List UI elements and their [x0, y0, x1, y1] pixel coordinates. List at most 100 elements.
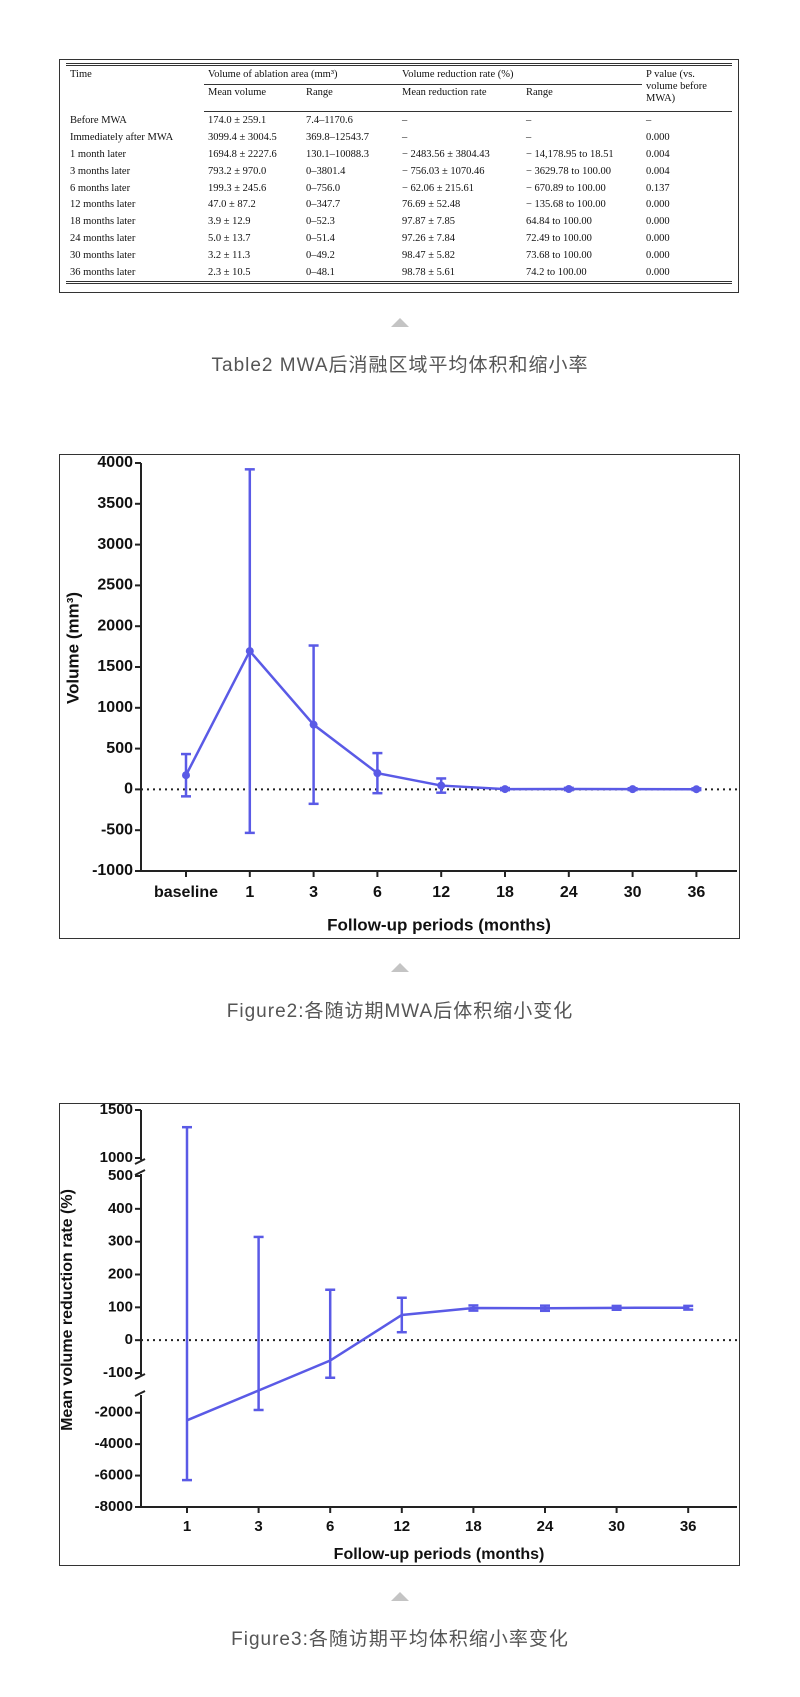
table-cell: 130.1–10088.3: [306, 148, 369, 160]
table-row: Before MWA 174.0 ± 259.1 7.4–1170.6 – – –: [66, 112, 732, 129]
y-tick-label: 2500: [97, 577, 133, 594]
caption: Figure3:各随访期平均体积缩小率变化: [231, 1629, 569, 1650]
caption-arrow: [391, 318, 409, 327]
table-cell: 199.3 ± 245.6: [208, 182, 267, 194]
table-cell: 3 months later: [70, 165, 131, 177]
table-cell: 1694.8 ± 2227.6: [208, 148, 277, 160]
table-cell: 0–756.0: [306, 182, 341, 194]
table-cell: 0.004: [646, 165, 670, 177]
table-cell: 0–51.4: [306, 233, 335, 245]
axis-break: [137, 1160, 145, 1174]
table-cell: − 135.68 to 100.00: [526, 199, 606, 211]
table-row: 36 months later 2.3 ± 10.5 0–48.1 98.78 ± 5…: [66, 264, 732, 282]
data-point: [245, 647, 254, 656]
table-cell: Volume of ablation area (mm³): [204, 64, 398, 85]
x-tick-label: 1: [183, 1518, 191, 1535]
y-tick-label: 400: [108, 1200, 133, 1217]
table-cell: Volume reduction rate (%): [398, 64, 643, 85]
x-tick-label: 6: [326, 1518, 334, 1535]
figure-frame: [59, 454, 740, 939]
table-row: Mean volume Range Mean reduction rate Range: [66, 84, 732, 112]
data-point: [437, 781, 446, 790]
table-cell: 24 months later: [70, 233, 136, 245]
y-tick-label: -2000: [95, 1404, 133, 1421]
table-cell: − 756.03 ± 1070.46: [402, 165, 485, 177]
data-line: [186, 1306, 689, 1422]
y-axis-title: Mean volume reduction rate (%): [59, 1189, 76, 1431]
y-tick-label: 0: [124, 781, 133, 798]
y-tick-label: -500: [101, 821, 133, 838]
y-tick-label: -4000: [95, 1435, 133, 1452]
table-cell: 0–3801.4: [306, 165, 346, 177]
table-cell: 98.47 ± 5.82: [402, 250, 456, 262]
table-cell: –: [646, 114, 652, 126]
axis-break: [134, 1158, 146, 1165]
table-cell: 0.000: [646, 266, 670, 278]
table-cell: 0–49.2: [306, 250, 335, 262]
y-tick-label: 100: [108, 1298, 133, 1315]
y-tick-label: 300: [108, 1233, 133, 1250]
table-cell: − 62.06 ± 215.61: [402, 182, 475, 194]
axis-break: [134, 1169, 146, 1176]
table-cell: 0–48.1: [306, 266, 335, 278]
table-cell: Mean volume: [204, 84, 302, 112]
y-tick-label: 3500: [97, 495, 133, 512]
table-cell: 47.0 ± 87.2: [208, 199, 256, 211]
table-row: Immediately after MWA 3099.4 ± 3004.5 369.…: [66, 129, 732, 146]
table-cell: 74.2 to 100.00: [526, 266, 587, 278]
table-cell: 1 month later: [70, 148, 126, 160]
data-table: Time Volume of ablation area (mm³) Volume …: [66, 63, 733, 284]
table-cell: 369.8–12543.7: [306, 131, 369, 143]
table-cell: 30 months later: [70, 250, 136, 262]
table-cell: –: [402, 114, 408, 126]
caption: Table2 MWA后消融区域平均体积和缩小率: [211, 355, 589, 376]
y-tick-label: 3000: [97, 536, 133, 553]
table-cell: 64.84 to 100.00: [526, 216, 592, 228]
y-tick-label: -8000: [95, 1498, 133, 1515]
table-cell: 793.2 ± 970.0: [208, 165, 267, 177]
table-cell: 98.78 ± 5.61: [402, 266, 456, 278]
table-cell: 7.4–1170.6: [306, 114, 353, 126]
table-cell: 36 months later: [70, 266, 136, 278]
table-box: Time Volume of ablation area (mm³) Volume …: [59, 59, 739, 293]
table-cell: 2.3 ± 10.5: [208, 266, 251, 278]
table-cell: P value (vs. volume before MWA): [642, 64, 733, 112]
y-tick-label: 4000: [97, 454, 133, 471]
figure-frame: [59, 1103, 740, 1566]
table-cell: 174.0 ± 259.1: [208, 114, 267, 126]
x-tick-label: 30: [608, 1518, 625, 1535]
x-tick-label: 3: [254, 1518, 262, 1535]
table-cell: 0–52.3: [306, 216, 335, 228]
x-tick-label: baseline: [154, 884, 218, 901]
y-tick-label: 1000: [97, 699, 133, 716]
x-tick-label: 18: [496, 884, 514, 901]
y-tick-label: -6000: [95, 1467, 133, 1484]
y-tick-label: 2000: [97, 617, 133, 634]
table-cell: 6 months later: [70, 182, 131, 194]
x-axis-title: Follow-up periods (months): [327, 915, 551, 934]
axis-break: [134, 1373, 146, 1380]
table-cell: 0.000: [646, 216, 670, 228]
table-row: 24 months later 5.0 ± 13.7 0–51.4 97.26 ± 7…: [66, 230, 732, 247]
y-tick-label: -100: [103, 1364, 133, 1381]
table-cell: –: [526, 114, 532, 126]
x-tick-label: 18: [465, 1518, 482, 1535]
caption-arrow: [391, 963, 409, 972]
y-tick-label: 200: [108, 1265, 133, 1282]
table-cell: − 14,178.95 to 18.51: [526, 148, 614, 160]
axis-break: [137, 1375, 145, 1395]
y-axis-title: Volume (mm³): [63, 592, 82, 704]
table-row: 6 months later 199.3 ± 245.6 0–756.0 − 62.0…: [66, 180, 732, 197]
data-point: [182, 771, 190, 780]
data-point: [564, 784, 573, 793]
table-cell: Immediately after MWA: [70, 131, 174, 143]
x-tick-label: 3: [309, 884, 318, 901]
table-cell: 0–347.7: [306, 199, 341, 211]
data-point: [692, 785, 701, 794]
table-cell: − 3629.78 to 100.00: [526, 165, 611, 177]
x-tick-label: 12: [432, 884, 450, 901]
table-cell: 3099.4 ± 3004.5: [208, 131, 277, 143]
table-row: 12 months later 47.0 ± 87.2 0–347.7 76.69 ±…: [66, 196, 732, 213]
